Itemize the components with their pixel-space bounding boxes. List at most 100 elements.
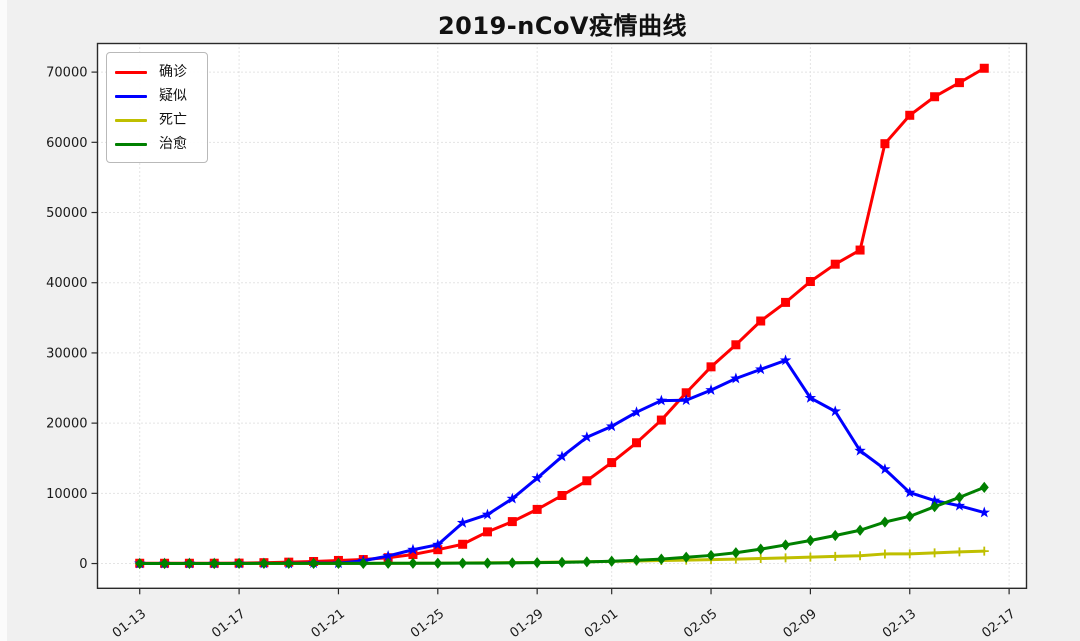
x-tick-label: 02-01 xyxy=(582,607,621,641)
data-point-marker xyxy=(755,363,767,375)
data-point-marker xyxy=(706,549,716,562)
data-point-marker xyxy=(557,556,567,568)
legend-label-suspected: 疑似 xyxy=(159,88,187,104)
data-point-marker xyxy=(781,553,791,563)
data-point-marker xyxy=(309,557,319,569)
data-point-marker xyxy=(954,491,964,504)
data-point-marker xyxy=(779,354,792,366)
legend-item-cured: 治愈 xyxy=(115,132,201,156)
data-point-marker xyxy=(507,517,517,527)
data-point-marker xyxy=(928,494,941,506)
data-point-marker xyxy=(905,549,915,559)
y-tick-label: 20000 xyxy=(46,417,87,432)
data-point-marker xyxy=(383,557,393,569)
legend-label-cured: 治愈 xyxy=(159,136,187,152)
data-point-marker xyxy=(880,516,890,528)
suspected-line-swatch xyxy=(115,94,147,98)
data-point-marker xyxy=(730,372,742,384)
data-point-marker xyxy=(160,557,170,570)
data-point-marker xyxy=(433,557,443,569)
data-point-marker xyxy=(854,444,866,456)
data-point-marker xyxy=(408,557,418,569)
data-point-marker xyxy=(904,486,916,498)
axes-spines xyxy=(96,42,1028,589)
deaths-line-swatch xyxy=(115,118,147,122)
data-point-marker xyxy=(607,555,617,567)
data-point-marker xyxy=(879,463,891,475)
y-tick-label: 70000 xyxy=(46,66,87,81)
data-point-marker xyxy=(731,547,741,559)
data-point-marker xyxy=(954,547,964,557)
data-point-marker xyxy=(506,492,519,504)
data-point-marker xyxy=(532,504,542,514)
data-point-marker xyxy=(482,527,492,537)
data-point-marker xyxy=(507,557,517,569)
data-point-marker xyxy=(781,297,791,307)
data-point-marker xyxy=(706,362,716,372)
y-tick-label: 0 xyxy=(79,557,87,572)
data-point-marker xyxy=(581,431,593,443)
data-point-marker xyxy=(456,516,469,528)
data-point-marker xyxy=(681,388,691,398)
data-point-marker xyxy=(681,551,691,563)
data-point-marker xyxy=(382,550,394,561)
plot-background xyxy=(97,43,1027,589)
data-point-marker xyxy=(930,548,940,558)
y-tick-label: 50000 xyxy=(46,206,87,221)
data-point-marker xyxy=(184,557,194,570)
y-tick-label: 30000 xyxy=(46,346,87,361)
confirmed-line-swatch xyxy=(115,70,147,74)
x-tick-label: 01-25 xyxy=(408,607,447,641)
data-point-marker xyxy=(905,510,915,522)
data-point-marker xyxy=(408,550,418,560)
y-tick-label: 60000 xyxy=(46,136,87,151)
data-point-marker xyxy=(978,506,990,518)
data-point-marker xyxy=(259,557,269,570)
data-point-marker xyxy=(284,557,294,570)
data-point-marker xyxy=(855,551,865,561)
legend-label-deaths: 死亡 xyxy=(159,112,187,128)
data-point-marker xyxy=(756,316,766,326)
cured-line-swatch xyxy=(115,142,147,146)
x-tick-label: 02-17 xyxy=(979,607,1018,641)
data-point-marker xyxy=(607,458,617,468)
x-tick-label: 02-09 xyxy=(781,607,820,641)
data-point-marker xyxy=(582,476,592,486)
data-point-marker xyxy=(731,340,741,350)
data-point-marker xyxy=(333,557,343,569)
data-point-marker xyxy=(855,524,865,536)
data-point-marker xyxy=(930,501,940,513)
data-point-marker xyxy=(458,539,468,549)
data-point-marker xyxy=(632,554,642,566)
data-point-marker xyxy=(979,546,989,556)
data-point-marker xyxy=(829,405,841,417)
data-point-marker xyxy=(531,472,543,483)
data-point-marker xyxy=(407,543,419,555)
legend-item-deaths: 死亡 xyxy=(115,108,201,132)
data-point-marker xyxy=(630,406,643,418)
legend-label-confirmed: 确诊 xyxy=(159,64,187,80)
data-point-marker xyxy=(905,110,915,120)
x-tick-label: 02-05 xyxy=(681,607,720,641)
data-point-marker xyxy=(830,551,840,561)
x-tick-label: 01-29 xyxy=(507,607,546,641)
data-point-marker xyxy=(979,481,989,494)
data-point-marker xyxy=(632,438,642,448)
data-point-marker xyxy=(805,534,815,547)
page-left-margin xyxy=(0,0,7,641)
data-point-marker xyxy=(830,529,840,542)
legend-item-suspected: 疑似 xyxy=(115,84,201,108)
data-point-marker xyxy=(532,557,542,569)
data-point-marker xyxy=(557,490,567,500)
data-point-marker xyxy=(234,557,244,570)
x-tick-label: 01-13 xyxy=(110,607,149,641)
data-point-marker xyxy=(135,557,145,570)
data-point-marker xyxy=(930,92,940,102)
data-point-marker xyxy=(209,557,219,570)
data-point-marker xyxy=(605,420,618,432)
data-point-marker xyxy=(656,415,666,425)
data-point-marker xyxy=(705,384,717,395)
y-tick-label: 10000 xyxy=(46,487,87,502)
